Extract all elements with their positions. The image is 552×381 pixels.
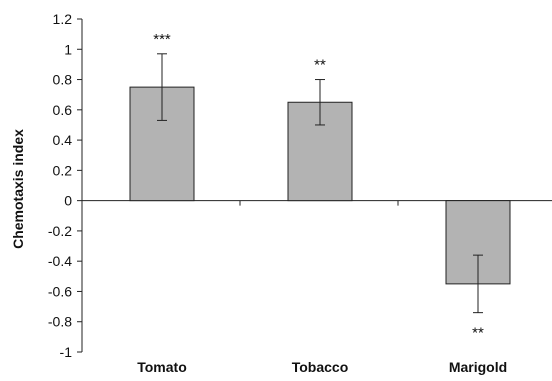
y-tick-label: 1 (64, 41, 72, 57)
y-tick-label: -0.8 (48, 314, 72, 330)
y-tick-label: 0.6 (53, 102, 73, 118)
y-tick-label: -0.2 (48, 223, 72, 239)
y-tick-label: 1.2 (53, 11, 73, 27)
y-tick-label: 0 (64, 193, 72, 209)
significance-label: *** (153, 31, 171, 48)
x-category-label: Tobacco (292, 359, 349, 375)
labels-layer: 1.2 1 0.8 0.6 0.4 0.2 0 -0.2 -0.4 -0.6 -0.8 -1 *** To… (48, 11, 507, 375)
y-axis-title: Chemotaxis index (10, 129, 26, 249)
x-category-label: Marigold (449, 359, 507, 375)
y-tick-label: 0.4 (53, 132, 73, 148)
y-tick-label: 0.8 (53, 72, 73, 88)
y-tick-label: -1 (60, 344, 73, 360)
y-tick-label: 0.2 (53, 162, 73, 178)
x-category-label: Tomato (137, 359, 187, 375)
significance-label: ** (472, 325, 484, 342)
bars-layer (130, 54, 510, 313)
y-tick-label: -0.4 (48, 253, 72, 269)
y-tick-label: -0.6 (48, 283, 72, 299)
significance-label: ** (314, 57, 326, 74)
